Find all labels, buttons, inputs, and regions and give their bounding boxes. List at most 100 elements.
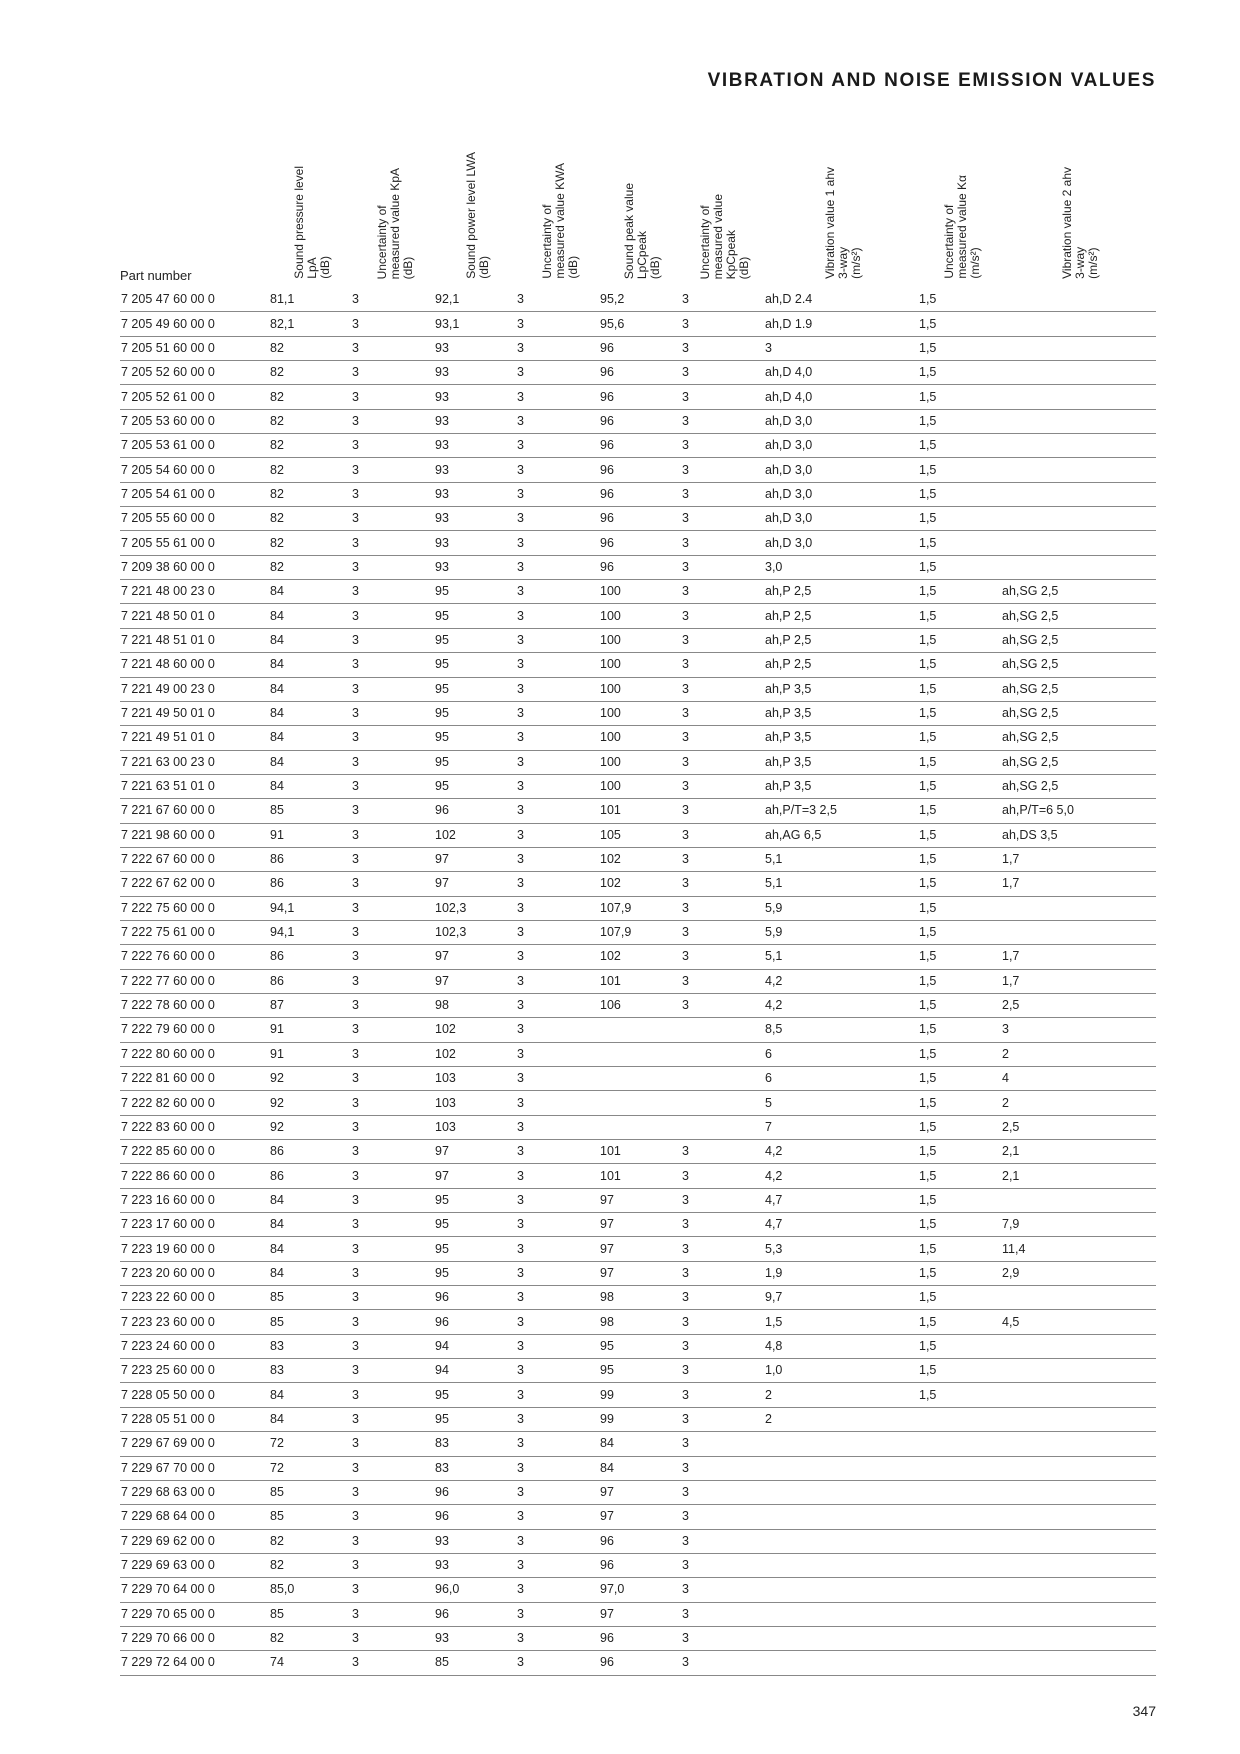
table-cell: 3	[682, 969, 765, 994]
table-cell: 1,5	[919, 409, 1002, 435]
part-number-cell: 7 229 72 64 00 0	[120, 1650, 270, 1676]
table-cell: ah,P 3,5	[765, 750, 919, 775]
table-cell: 3	[682, 1188, 765, 1214]
table-cell: 1,5	[919, 701, 1002, 727]
table-cell: 3	[682, 1382, 765, 1408]
table-cell: 82	[270, 530, 352, 556]
table-cell: 3	[682, 920, 765, 946]
table-cell: ah,D 3,0	[765, 506, 919, 532]
table-cell	[1002, 1529, 1156, 1554]
table-cell: 3	[517, 896, 600, 921]
table-row: 7 221 48 00 23 0 84 3 95 3 100 3 ah,P 2,5 1,5 ah,…	[120, 579, 1156, 605]
table-cell: 3	[517, 579, 600, 605]
table-row: 7 229 72 64 00 0 74 3 85 3 96 3	[120, 1650, 1156, 1676]
table-cell: 95	[435, 1212, 517, 1238]
table-cell: 3	[682, 1602, 765, 1627]
table-cell	[1002, 1407, 1156, 1433]
table-cell: 3	[517, 1358, 600, 1384]
table-cell: 95	[435, 701, 517, 727]
table-row: 7 221 49 50 01 0 84 3 95 3 100 3 ah,P 3,5 1,5 ah,…	[120, 701, 1156, 727]
column-header: Vibration value 2 ahv 3-way (m/s²)	[1002, 110, 1156, 288]
table-cell: ah,D 3,0	[765, 433, 919, 459]
table-cell: 3	[352, 1529, 435, 1554]
table-cell: 3	[352, 1334, 435, 1360]
table-cell: 95	[435, 1382, 517, 1408]
table-cell: 3	[517, 1066, 600, 1092]
table-cell: 3	[352, 409, 435, 435]
table-cell: 97	[600, 1504, 682, 1530]
table-cell: 97	[435, 847, 517, 873]
part-number-cell: 7 222 75 61 00 0	[120, 920, 270, 946]
table-cell: 2	[765, 1407, 919, 1433]
table-cell	[1002, 1577, 1156, 1603]
table-cell: 3	[517, 1042, 600, 1068]
table-cell: 3	[517, 628, 600, 654]
table-cell: 82	[270, 1529, 352, 1554]
table-cell	[765, 1456, 919, 1481]
table-cell: 82	[270, 506, 352, 532]
table-cell: 84	[270, 774, 352, 800]
table-cell: ah,D 4,0	[765, 360, 919, 386]
table-cell: 97	[435, 1163, 517, 1189]
table-cell: 3	[517, 798, 600, 824]
part-number-cell: 7 205 49 60 00 0	[120, 311, 270, 337]
part-number-cell: 7 223 24 60 00 0	[120, 1334, 270, 1360]
table-cell: 82	[270, 433, 352, 459]
table-cell: 100	[600, 725, 682, 751]
table-cell: 3	[352, 750, 435, 775]
table-cell: 93	[435, 555, 517, 581]
table-cell: 100	[600, 579, 682, 605]
table-cell: 1,5	[919, 677, 1002, 702]
table-cell: 3	[352, 336, 435, 362]
table-cell: 3	[682, 1456, 765, 1481]
table-cell: 3	[352, 701, 435, 727]
table-cell: 94,1	[270, 896, 352, 921]
table-cell: 96	[600, 457, 682, 483]
table-cell: 85,0	[270, 1577, 352, 1603]
table-cell: ah,D 1.9	[765, 311, 919, 337]
table-cell: 4,5	[1002, 1309, 1156, 1335]
table-cell: 82	[270, 1553, 352, 1579]
table-cell: 97	[600, 1188, 682, 1214]
table-row: 7 222 86 60 00 0 86 3 97 3 101 3 4,2 1,5 2,1	[120, 1163, 1156, 1189]
table-cell: 3	[517, 1236, 600, 1262]
table-cell: 3	[517, 1261, 600, 1287]
table-cell: 97	[435, 944, 517, 970]
table-cell: ah,P/T=3 2,5	[765, 798, 919, 824]
table-cell: 3	[682, 1261, 765, 1287]
table-cell: 84	[600, 1431, 682, 1457]
table-cell: 1,5	[919, 774, 1002, 800]
table-row: 7 222 83 60 00 0 92 3 103 3 7 1,5 2,5	[120, 1115, 1156, 1141]
table-row: 7 228 05 50 00 0 84 3 95 3 99 3 2 1,5	[120, 1382, 1156, 1408]
table-row: 7 205 47 60 00 0 81,1 3 92,1 3 95,2 3 ah,D 2.4 1…	[120, 288, 1156, 313]
table-cell: 3	[682, 677, 765, 702]
table-cell: 5,1	[765, 847, 919, 873]
table-cell: 3	[517, 823, 600, 848]
table-cell: 1,5	[919, 311, 1002, 337]
table-cell: 3	[517, 433, 600, 459]
table-header-row: Part number Sound pressure level LpA (dB…	[120, 110, 1156, 288]
table-cell: 3	[352, 555, 435, 581]
table-cell: 92,1	[435, 288, 517, 313]
table-cell	[919, 1650, 1002, 1676]
table-cell: ah,P 2,5	[765, 628, 919, 654]
part-number-cell: 7 205 47 60 00 0	[120, 288, 270, 313]
table-cell: 3	[517, 530, 600, 556]
part-number-cell: 7 222 77 60 00 0	[120, 969, 270, 994]
table-cell: 11,4	[1002, 1236, 1156, 1262]
table-row: 7 205 52 60 00 0 82 3 93 3 96 3 ah,D 4,0 1,5	[120, 360, 1156, 386]
table-cell: ah,P/T=6 5,0	[1002, 798, 1156, 824]
table-cell: 103	[435, 1090, 517, 1116]
part-number-cell: 7 229 70 66 00 0	[120, 1626, 270, 1652]
table-cell: 97	[600, 1480, 682, 1506]
table-cell: 3	[682, 1334, 765, 1360]
table-cell: 95,6	[600, 311, 682, 337]
table-cell: 3	[352, 725, 435, 751]
table-cell	[1002, 1626, 1156, 1652]
table-cell: 95	[435, 774, 517, 800]
table-row: 7 221 49 51 01 0 84 3 95 3 100 3 ah,P 3,5 1,5 ah,…	[120, 725, 1156, 751]
table-cell: 3	[682, 944, 765, 970]
table-cell: 3	[517, 1602, 600, 1627]
column-header: Uncertainty of measured value KWA (dB)	[517, 110, 600, 288]
table-cell: 3	[682, 823, 765, 848]
